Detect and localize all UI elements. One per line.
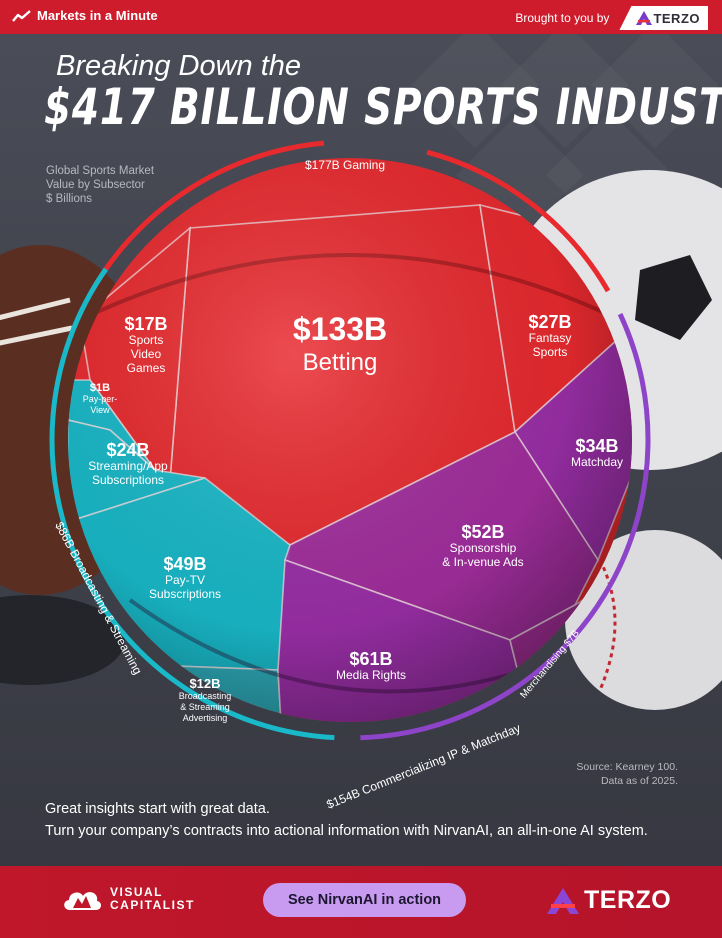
vc-line-2: CAPITALIST [110,898,195,912]
terzo-name: TERZO [653,10,700,26]
broadcast-arc [49,267,335,741]
advertising-label: Broadcasting [179,691,232,701]
paytv-value: $49B [163,554,206,574]
source-line: Source: Kearney 100. [576,761,678,773]
ball-shading [68,158,632,722]
paytv-label: Pay-TV [165,573,205,587]
media-label: Media Rights [336,668,406,682]
fantasy-label: Fantasy [529,331,572,345]
terzo-footer-name: TERZO [584,886,672,914]
streaming-label: Subscriptions [92,473,164,487]
commercial-arc [360,313,651,741]
videogames-value: $17B [124,314,167,334]
subtitle-line: Global Sports Market [46,165,155,177]
advertising-label: & Streaming [180,702,230,712]
sponsorship-label: & In-venue Ads [442,555,523,569]
terzo-mark-icon [547,887,579,914]
soccer-patch-icon [635,255,712,340]
chart-subtitle: Global Sports Market Value by Subsector … [46,164,154,206]
subtitle-line: $ Billions [46,193,93,205]
ppv-label: Pay-per- [83,394,118,404]
see-nirvanai-button[interactable]: See NirvanAI in action [263,883,466,917]
fantasy-label: Sports [533,345,568,359]
hockey-puck-icon [0,595,125,685]
brand-name: Markets in a Minute [37,8,158,23]
title-line-1: Breaking Down the [56,50,302,82]
videogames-label: Sports [129,333,164,347]
promo-text: Great insights start with great data. Tu… [45,798,648,842]
sponsorship-value: $52B [461,522,504,542]
source-note: Source: Kearney 100. Data as of 2025. [576,760,678,788]
trend-icon [12,9,31,22]
subtitle-line: Value by Subsector [46,179,145,191]
cloud-logo-icon [64,892,102,910]
visual-capitalist-logo[interactable]: VISUAL CAPITALIST [60,884,195,914]
videogames-label: Games [127,361,166,375]
paytv-label: Subscriptions [149,587,221,601]
matchday-label: Matchday [571,455,623,469]
videogames-label: Video [131,347,162,361]
ppv-label: View [90,405,110,415]
top-banner: Markets in a Minute Brought to you by TE… [0,0,722,34]
sponsorship-label: Sponsorship [450,541,517,555]
sponsor-text: Brought to you by [515,11,610,25]
gaming-arc [426,149,611,293]
advertising-label: Advertising [183,713,228,723]
streaming-label: Streaming/App [88,459,168,473]
media-value: $61B [349,649,392,669]
baseball-stitch-icon [598,559,617,691]
source-date: Data as of 2025. [600,775,678,787]
matchday-value: $34B [575,436,618,456]
markets-in-a-minute-logo: Markets in a Minute [12,8,158,23]
terzo-footer-logo[interactable]: TERZO [546,886,671,915]
promo-line-2: Turn your company’s contracts into actio… [45,823,648,839]
advertising-value: $12B [189,676,220,691]
promo-line-1: Great insights start with great data. [45,801,270,817]
fantasy-value: $27B [528,312,571,332]
terzo-mark-icon [636,11,653,25]
football-lace-icon [0,297,73,346]
gaming-group-label: $177B Gaming [305,158,385,172]
ppv-value: $1B [90,382,110,394]
betting-value: $133B [293,311,387,347]
title-line-2: $417 BILLION SPORTS INDUSTRY [44,78,722,136]
baseball-icon [565,530,722,710]
streaming-value: $24B [106,440,149,460]
terzo-logo: TERZO [619,6,708,30]
betting-label: Betting [303,349,378,376]
vc-line-1: VISUAL [110,885,164,899]
gaming-arc [89,140,325,293]
sponsor-credit: Brought to you by TERZO [515,6,708,30]
